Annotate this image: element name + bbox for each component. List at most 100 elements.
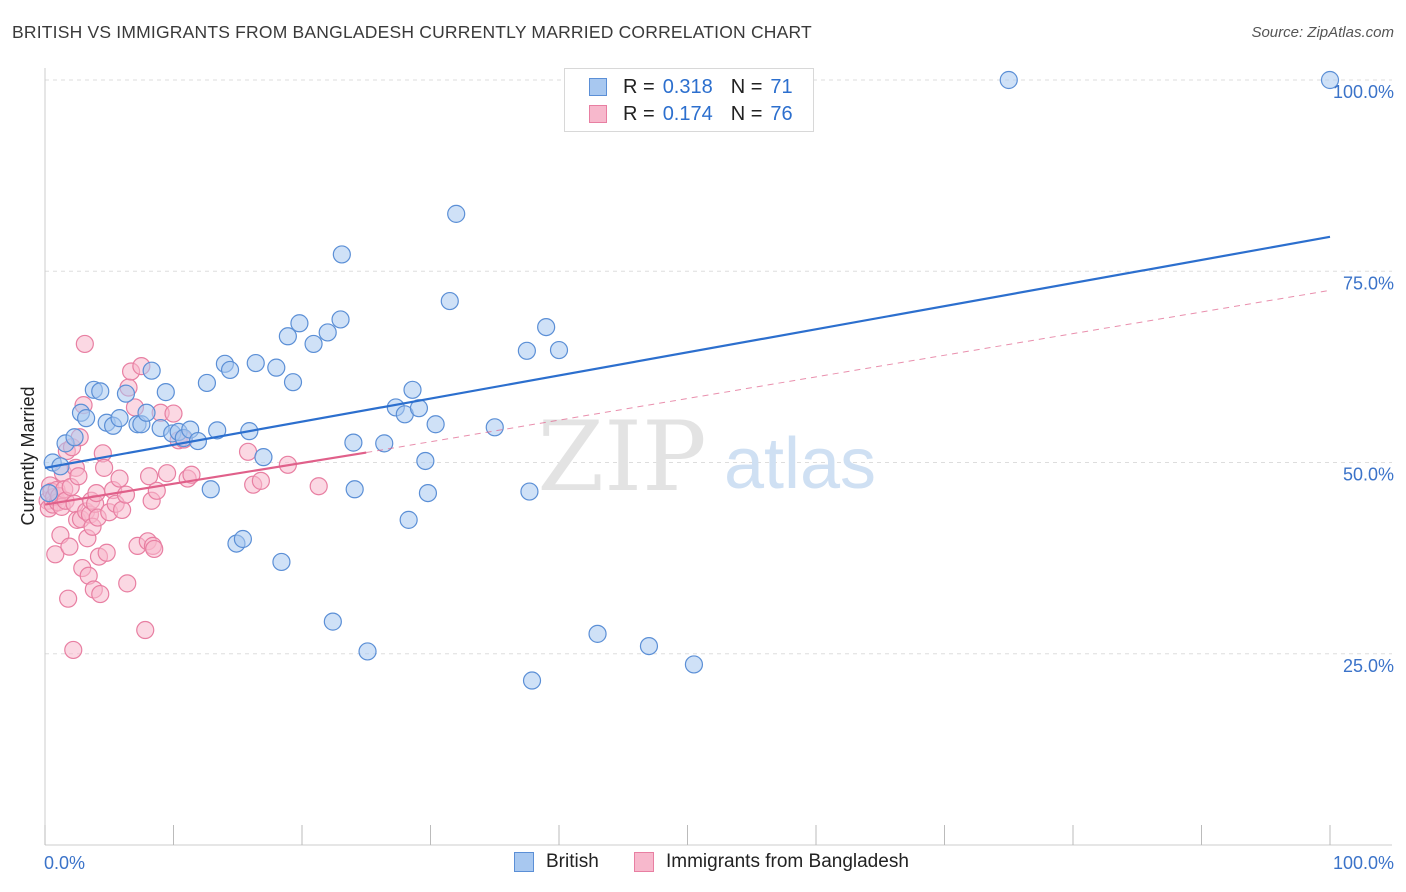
british-point <box>304 334 323 354</box>
british-point <box>254 448 273 467</box>
british-point <box>522 671 542 690</box>
british-point <box>588 624 607 643</box>
series-british-points <box>39 70 1340 690</box>
watermark-zip: ZIP <box>537 401 706 513</box>
bangladesh-r-label: R = <box>623 102 655 125</box>
watermark-atlas: atlas <box>724 424 876 504</box>
tick-labels: 25.0% 50.0% 75.0% 100.0% 0.0% 100.0% <box>44 82 1394 873</box>
british-point <box>267 358 286 377</box>
legend-label-british: British <box>546 851 599 872</box>
bangladesh-point <box>136 620 155 640</box>
watermark: ZIP atlas <box>537 401 876 513</box>
british-point <box>39 484 58 503</box>
british-point <box>537 317 556 337</box>
british-point <box>197 373 217 393</box>
british-point <box>331 310 350 329</box>
british-point <box>156 383 175 402</box>
british-point <box>220 360 240 380</box>
bangladesh-point <box>139 467 159 486</box>
bangladesh-point <box>116 485 136 504</box>
bangladesh-swatch-icon <box>589 105 607 123</box>
british-point <box>639 636 659 656</box>
british-point <box>272 552 291 572</box>
x-tick-label-max: 100.0% <box>1333 853 1394 873</box>
bangladesh-point <box>64 640 83 660</box>
legend-row-bangladesh: R = 0.174 N = 76 <box>589 101 793 127</box>
british-r-label: R = <box>623 75 655 98</box>
bangladesh-point <box>87 484 106 503</box>
british-point <box>416 451 435 471</box>
chart-title: BRITISH VS IMMIGRANTS FROM BANGLADESH CU… <box>12 22 812 42</box>
series-bangladesh-points <box>38 334 328 660</box>
bangladesh-point <box>238 442 258 461</box>
bangladesh-point <box>91 584 110 604</box>
british-point <box>246 353 265 373</box>
british-point <box>233 529 252 549</box>
british-point <box>290 314 309 333</box>
british-point <box>91 382 110 401</box>
y-axis-label: Currently Married <box>18 386 38 525</box>
british-point <box>403 380 422 399</box>
british-point <box>332 245 351 264</box>
correlation-legend: R = 0.318 N = 71 R = 0.174 N = 76 <box>564 68 814 132</box>
british-swatch-icon <box>589 78 607 96</box>
bangladesh-point <box>145 539 164 559</box>
bangladesh-r-value: 0.174 <box>662 102 713 125</box>
british-legend-icon <box>514 852 534 872</box>
y-tick-label: 100.0% <box>1333 82 1394 102</box>
bangladesh-point <box>112 500 132 520</box>
x-tick-label-min: 0.0% <box>44 853 85 873</box>
british-point <box>999 70 1018 90</box>
legend-label-bangladesh: Immigrants from Bangladesh <box>666 851 909 872</box>
british-point <box>77 409 96 428</box>
bangladesh-trend-line <box>44 451 367 506</box>
bangladesh-point <box>110 469 129 488</box>
british-point <box>137 403 156 422</box>
british-point <box>375 434 394 453</box>
bangladesh-point <box>95 458 114 477</box>
legend-item-bangladesh[interactable]: Immigrants from Bangladesh <box>634 851 909 873</box>
british-point <box>201 480 220 499</box>
british-point <box>399 510 418 529</box>
bangladesh-point <box>251 471 270 490</box>
british-point <box>684 655 704 674</box>
british-point <box>418 484 438 503</box>
british-n-value: 71 <box>770 75 793 98</box>
legend-item-british[interactable]: British <box>514 851 599 873</box>
british-point <box>116 384 136 403</box>
trend-lines <box>44 235 1331 506</box>
series-legend: British Immigrants from Bangladesh <box>0 851 1406 879</box>
british-point <box>440 291 459 311</box>
british-point <box>358 642 377 661</box>
bangladesh-point <box>75 334 94 354</box>
british-point <box>447 204 466 223</box>
bangladesh-point <box>69 467 88 486</box>
british-point <box>520 482 539 501</box>
british-point <box>278 327 297 346</box>
british-point <box>65 428 84 447</box>
british-point <box>1320 70 1340 90</box>
axes <box>44 68 1392 846</box>
british-point <box>142 361 161 380</box>
bangladesh-n-label: N = <box>730 102 763 125</box>
bangladesh-point <box>46 545 65 564</box>
british-r-value: 0.318 <box>662 75 713 98</box>
british-trend-line <box>44 235 1331 469</box>
bangladesh-point <box>164 404 183 423</box>
bangladesh-point <box>118 574 137 593</box>
british-point <box>345 480 364 499</box>
y-tick-label: 75.0% <box>1343 273 1394 293</box>
british-point <box>110 409 129 428</box>
bangladesh-point <box>309 477 328 496</box>
bangladesh-legend-icon <box>634 852 654 872</box>
y-tick-label: 50.0% <box>1343 465 1394 485</box>
british-point <box>323 612 342 631</box>
bangladesh-trend-extension <box>366 289 1331 454</box>
british-point <box>208 421 227 440</box>
british-point <box>549 340 569 360</box>
bangladesh-point <box>59 589 78 608</box>
y-tick-label: 25.0% <box>1343 656 1394 676</box>
british-point <box>344 433 363 452</box>
bangladesh-point <box>182 465 201 484</box>
